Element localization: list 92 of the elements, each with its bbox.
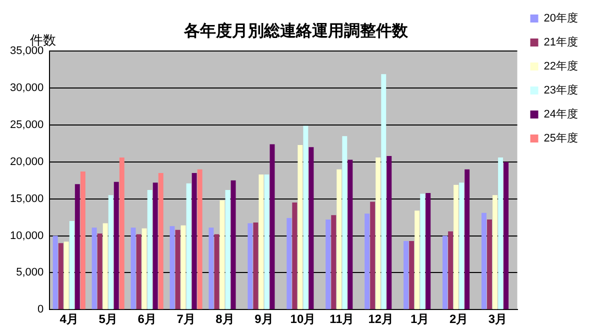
bar bbox=[414, 210, 420, 310]
bar bbox=[69, 221, 74, 310]
bar bbox=[336, 169, 342, 310]
bar bbox=[258, 174, 264, 310]
bar bbox=[197, 169, 202, 310]
bar bbox=[264, 174, 270, 310]
bar bbox=[192, 173, 197, 310]
bar bbox=[298, 144, 303, 310]
bar bbox=[64, 242, 69, 310]
bar bbox=[119, 158, 124, 310]
bar bbox=[186, 183, 192, 310]
x-tick-label: 10月 bbox=[290, 312, 316, 326]
bar bbox=[253, 222, 258, 310]
x-tick-label: 4月 bbox=[60, 312, 78, 326]
x-tick-label: 11月 bbox=[330, 312, 354, 326]
bar bbox=[147, 190, 152, 310]
bar bbox=[454, 184, 459, 310]
x-tick-label: 7月 bbox=[176, 312, 196, 326]
bar bbox=[331, 215, 336, 310]
bar bbox=[208, 228, 214, 310]
bar bbox=[492, 195, 498, 310]
y-tick-label: 5,000 bbox=[16, 266, 44, 279]
bar bbox=[364, 214, 370, 310]
bar bbox=[180, 225, 186, 310]
bar bbox=[80, 172, 86, 310]
bar bbox=[442, 236, 448, 310]
bar bbox=[58, 243, 64, 310]
bar bbox=[225, 190, 230, 310]
bar bbox=[158, 173, 164, 310]
x-tick-label: 3月 bbox=[488, 312, 508, 326]
bar bbox=[404, 240, 409, 310]
y-tick-label: 15,000 bbox=[10, 192, 44, 205]
bar bbox=[220, 200, 225, 310]
bar bbox=[326, 220, 331, 310]
bar bbox=[504, 162, 509, 310]
x-tick-label: 8月 bbox=[216, 312, 234, 326]
bar bbox=[136, 234, 142, 310]
bar bbox=[481, 212, 486, 310]
bar bbox=[230, 180, 236, 310]
bar bbox=[214, 234, 220, 310]
legend-label: 20年度 bbox=[544, 12, 578, 25]
bar bbox=[175, 230, 180, 310]
x-tick-label: 6月 bbox=[138, 312, 156, 326]
bar bbox=[459, 182, 464, 310]
bar bbox=[114, 182, 119, 310]
y-tick-label: 10,000 bbox=[10, 230, 44, 242]
bar bbox=[498, 158, 504, 310]
x-tick-label: 9月 bbox=[254, 312, 274, 326]
legend-label: 25年度 bbox=[544, 132, 578, 145]
bar bbox=[152, 182, 158, 310]
bar bbox=[420, 194, 426, 310]
bar bbox=[52, 236, 58, 310]
bar bbox=[108, 195, 114, 310]
bar bbox=[270, 144, 275, 310]
y-axis-title: 件数 bbox=[30, 32, 56, 48]
y-tick-label: 20,000 bbox=[10, 156, 44, 168]
bar bbox=[97, 234, 102, 310]
y-tick-label: 25,000 bbox=[10, 119, 44, 132]
bar bbox=[386, 156, 392, 310]
bar bbox=[92, 228, 97, 310]
y-tick-label: 0 bbox=[38, 304, 44, 316]
y-tick-label: 35,000 bbox=[10, 45, 44, 58]
bar bbox=[348, 160, 353, 310]
bar bbox=[376, 158, 381, 310]
bar bbox=[487, 220, 492, 310]
bar bbox=[292, 202, 298, 310]
bar bbox=[342, 136, 348, 310]
bar bbox=[381, 74, 386, 310]
legend-label: 22年度 bbox=[544, 60, 578, 73]
x-tick-label: 5月 bbox=[98, 312, 118, 326]
bar bbox=[74, 184, 80, 310]
bar bbox=[464, 169, 470, 310]
chart-title: 各年度月別総連絡運用調整件数 bbox=[183, 21, 409, 40]
x-tick-label: 12月 bbox=[368, 312, 394, 326]
y-tick-label: 30,000 bbox=[10, 82, 44, 94]
bar bbox=[130, 228, 136, 310]
legend-label: 21年度 bbox=[544, 36, 578, 49]
legend-label: 24年度 bbox=[544, 108, 578, 121]
bar bbox=[102, 223, 108, 310]
x-tick-label: 2月 bbox=[449, 312, 468, 326]
bar bbox=[170, 226, 175, 310]
bar bbox=[248, 223, 253, 310]
legend-label: 23年度 bbox=[544, 84, 578, 97]
bar bbox=[142, 228, 147, 310]
bar bbox=[370, 202, 376, 310]
bar bbox=[303, 126, 308, 310]
bar bbox=[426, 192, 431, 310]
bar bbox=[308, 147, 314, 310]
x-tick-label: 1月 bbox=[410, 312, 430, 326]
bar bbox=[448, 231, 454, 310]
bar bbox=[286, 218, 292, 310]
bar bbox=[409, 240, 414, 310]
